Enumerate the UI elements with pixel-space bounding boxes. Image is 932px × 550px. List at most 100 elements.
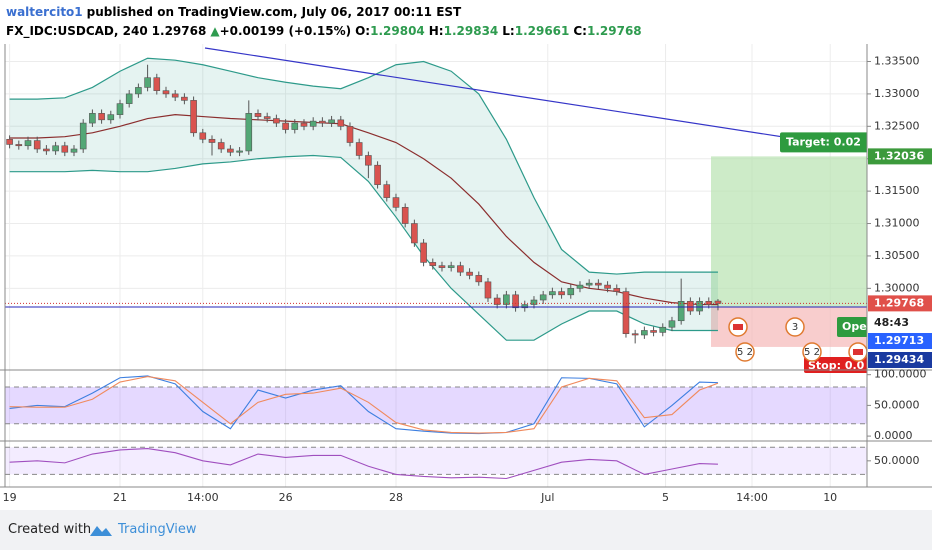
candle-body xyxy=(401,207,409,224)
price-label-box xyxy=(868,295,932,312)
candle-body xyxy=(309,120,317,127)
candle-body xyxy=(677,301,685,322)
x-tick-label: 14:00 xyxy=(736,491,768,504)
candle-body xyxy=(383,184,391,198)
x-tick-label: 26 xyxy=(279,491,293,504)
candle-body xyxy=(595,282,602,286)
candle-body xyxy=(282,122,289,130)
candle-body xyxy=(171,93,179,98)
candle-body xyxy=(208,138,216,143)
logo xyxy=(90,526,112,536)
candle-body xyxy=(263,116,271,119)
candle-body xyxy=(291,122,299,130)
x-tick-label: 14:00 xyxy=(187,491,219,504)
candle-body xyxy=(714,300,722,304)
open-text: Open xyxy=(842,320,875,333)
y-tick-label: 50.0000 xyxy=(874,398,920,411)
candle-body xyxy=(181,96,188,101)
chart: Target: 0.02 Open Stop: 0.0 3 5 2 5 2 19 21 14:… xyxy=(0,44,932,504)
candle-body xyxy=(89,113,96,124)
candle-body xyxy=(631,333,639,336)
candle-body xyxy=(135,87,142,95)
line1: waltercito1 published on TradingView.com,… xyxy=(6,3,646,22)
x-tick-label: 28 xyxy=(389,491,403,504)
band-upper xyxy=(9,57,718,275)
indicator-line xyxy=(9,448,718,480)
l-value: 1.29661 xyxy=(514,24,570,38)
candle-body xyxy=(687,301,694,312)
price-label: 1.32036 xyxy=(874,149,924,162)
candle-body xyxy=(217,142,225,150)
target-box xyxy=(780,132,867,153)
y-tick-label: 1.33000 xyxy=(874,87,920,100)
event-icon xyxy=(802,342,822,362)
footer: Created with TradingView xyxy=(0,510,932,550)
candle-body xyxy=(558,291,565,296)
x-tick-label: Jul xyxy=(540,491,554,504)
price-label: 1.29713 xyxy=(874,334,924,347)
o-value: 1.29804 xyxy=(370,24,425,38)
target-zone xyxy=(711,156,867,307)
indicator-line xyxy=(9,375,718,435)
candle-body xyxy=(539,294,547,301)
candle-body xyxy=(300,122,308,127)
candle-body xyxy=(576,284,584,289)
indicator-line xyxy=(9,375,719,434)
candle-body xyxy=(107,114,115,121)
candle-body xyxy=(475,275,483,283)
x-tick-label: 21 xyxy=(113,491,127,504)
candle-body xyxy=(245,113,253,152)
candle-body xyxy=(365,155,372,166)
c-label: C: xyxy=(573,24,587,38)
y-tick-label: 1.33500 xyxy=(874,54,920,67)
candle-body xyxy=(125,93,133,104)
price-label-box xyxy=(868,352,932,368)
candle-body xyxy=(641,330,648,336)
candle-body xyxy=(33,140,41,150)
candle-body xyxy=(521,304,529,309)
candle-body xyxy=(144,77,151,88)
overlay: Target: 0.02 Open Stop: 0.0 3 5 2 5 2 xyxy=(5,132,875,373)
candle-body xyxy=(346,126,354,143)
candle-body xyxy=(530,299,538,305)
l-label: L: xyxy=(502,24,515,38)
candle-body xyxy=(6,138,13,145)
c-value: 1.29768 xyxy=(586,24,642,38)
level-fill xyxy=(5,447,867,475)
candle-body xyxy=(457,265,464,273)
last: 1.29768 xyxy=(151,24,207,38)
band-lower xyxy=(9,154,718,341)
band-fill xyxy=(9,58,718,341)
brand[interactable]: TradingView xyxy=(118,522,197,537)
symbol: FX_IDC:USDCAD, 240 xyxy=(6,24,148,38)
candle-body xyxy=(622,291,630,335)
y-tick-label: 0.0000 xyxy=(874,429,913,442)
candle-body xyxy=(162,90,170,95)
candle-body xyxy=(15,144,23,147)
candle-body xyxy=(199,132,207,140)
flag xyxy=(733,324,743,330)
candle-body xyxy=(337,119,345,127)
arrow: ▲ xyxy=(210,24,220,38)
axes: 19 21 14:00 26 28 Jul 5 14:00 10 1.33500 1.33000 1.… xyxy=(0,44,932,504)
indicators xyxy=(5,375,867,480)
candle-body xyxy=(512,294,519,309)
event-icon xyxy=(735,342,755,362)
candle-body xyxy=(43,148,50,152)
user[interactable]: waltercito1 xyxy=(6,5,83,19)
candle-body xyxy=(319,120,326,124)
candle-body xyxy=(328,119,335,124)
open-box xyxy=(837,317,867,337)
y-tick-label: 1.31000 xyxy=(874,217,920,230)
flag xyxy=(853,349,863,355)
x-tick-label: 5 xyxy=(662,491,669,504)
main-pane xyxy=(6,57,722,344)
stop-text: Stop: 0.0 xyxy=(808,359,865,372)
created: Created with xyxy=(8,522,92,537)
price-label: 48:43 xyxy=(874,316,909,329)
candle-body xyxy=(355,142,363,156)
candle-body xyxy=(484,281,492,299)
candle-body xyxy=(227,148,234,153)
candle-body xyxy=(374,164,381,185)
